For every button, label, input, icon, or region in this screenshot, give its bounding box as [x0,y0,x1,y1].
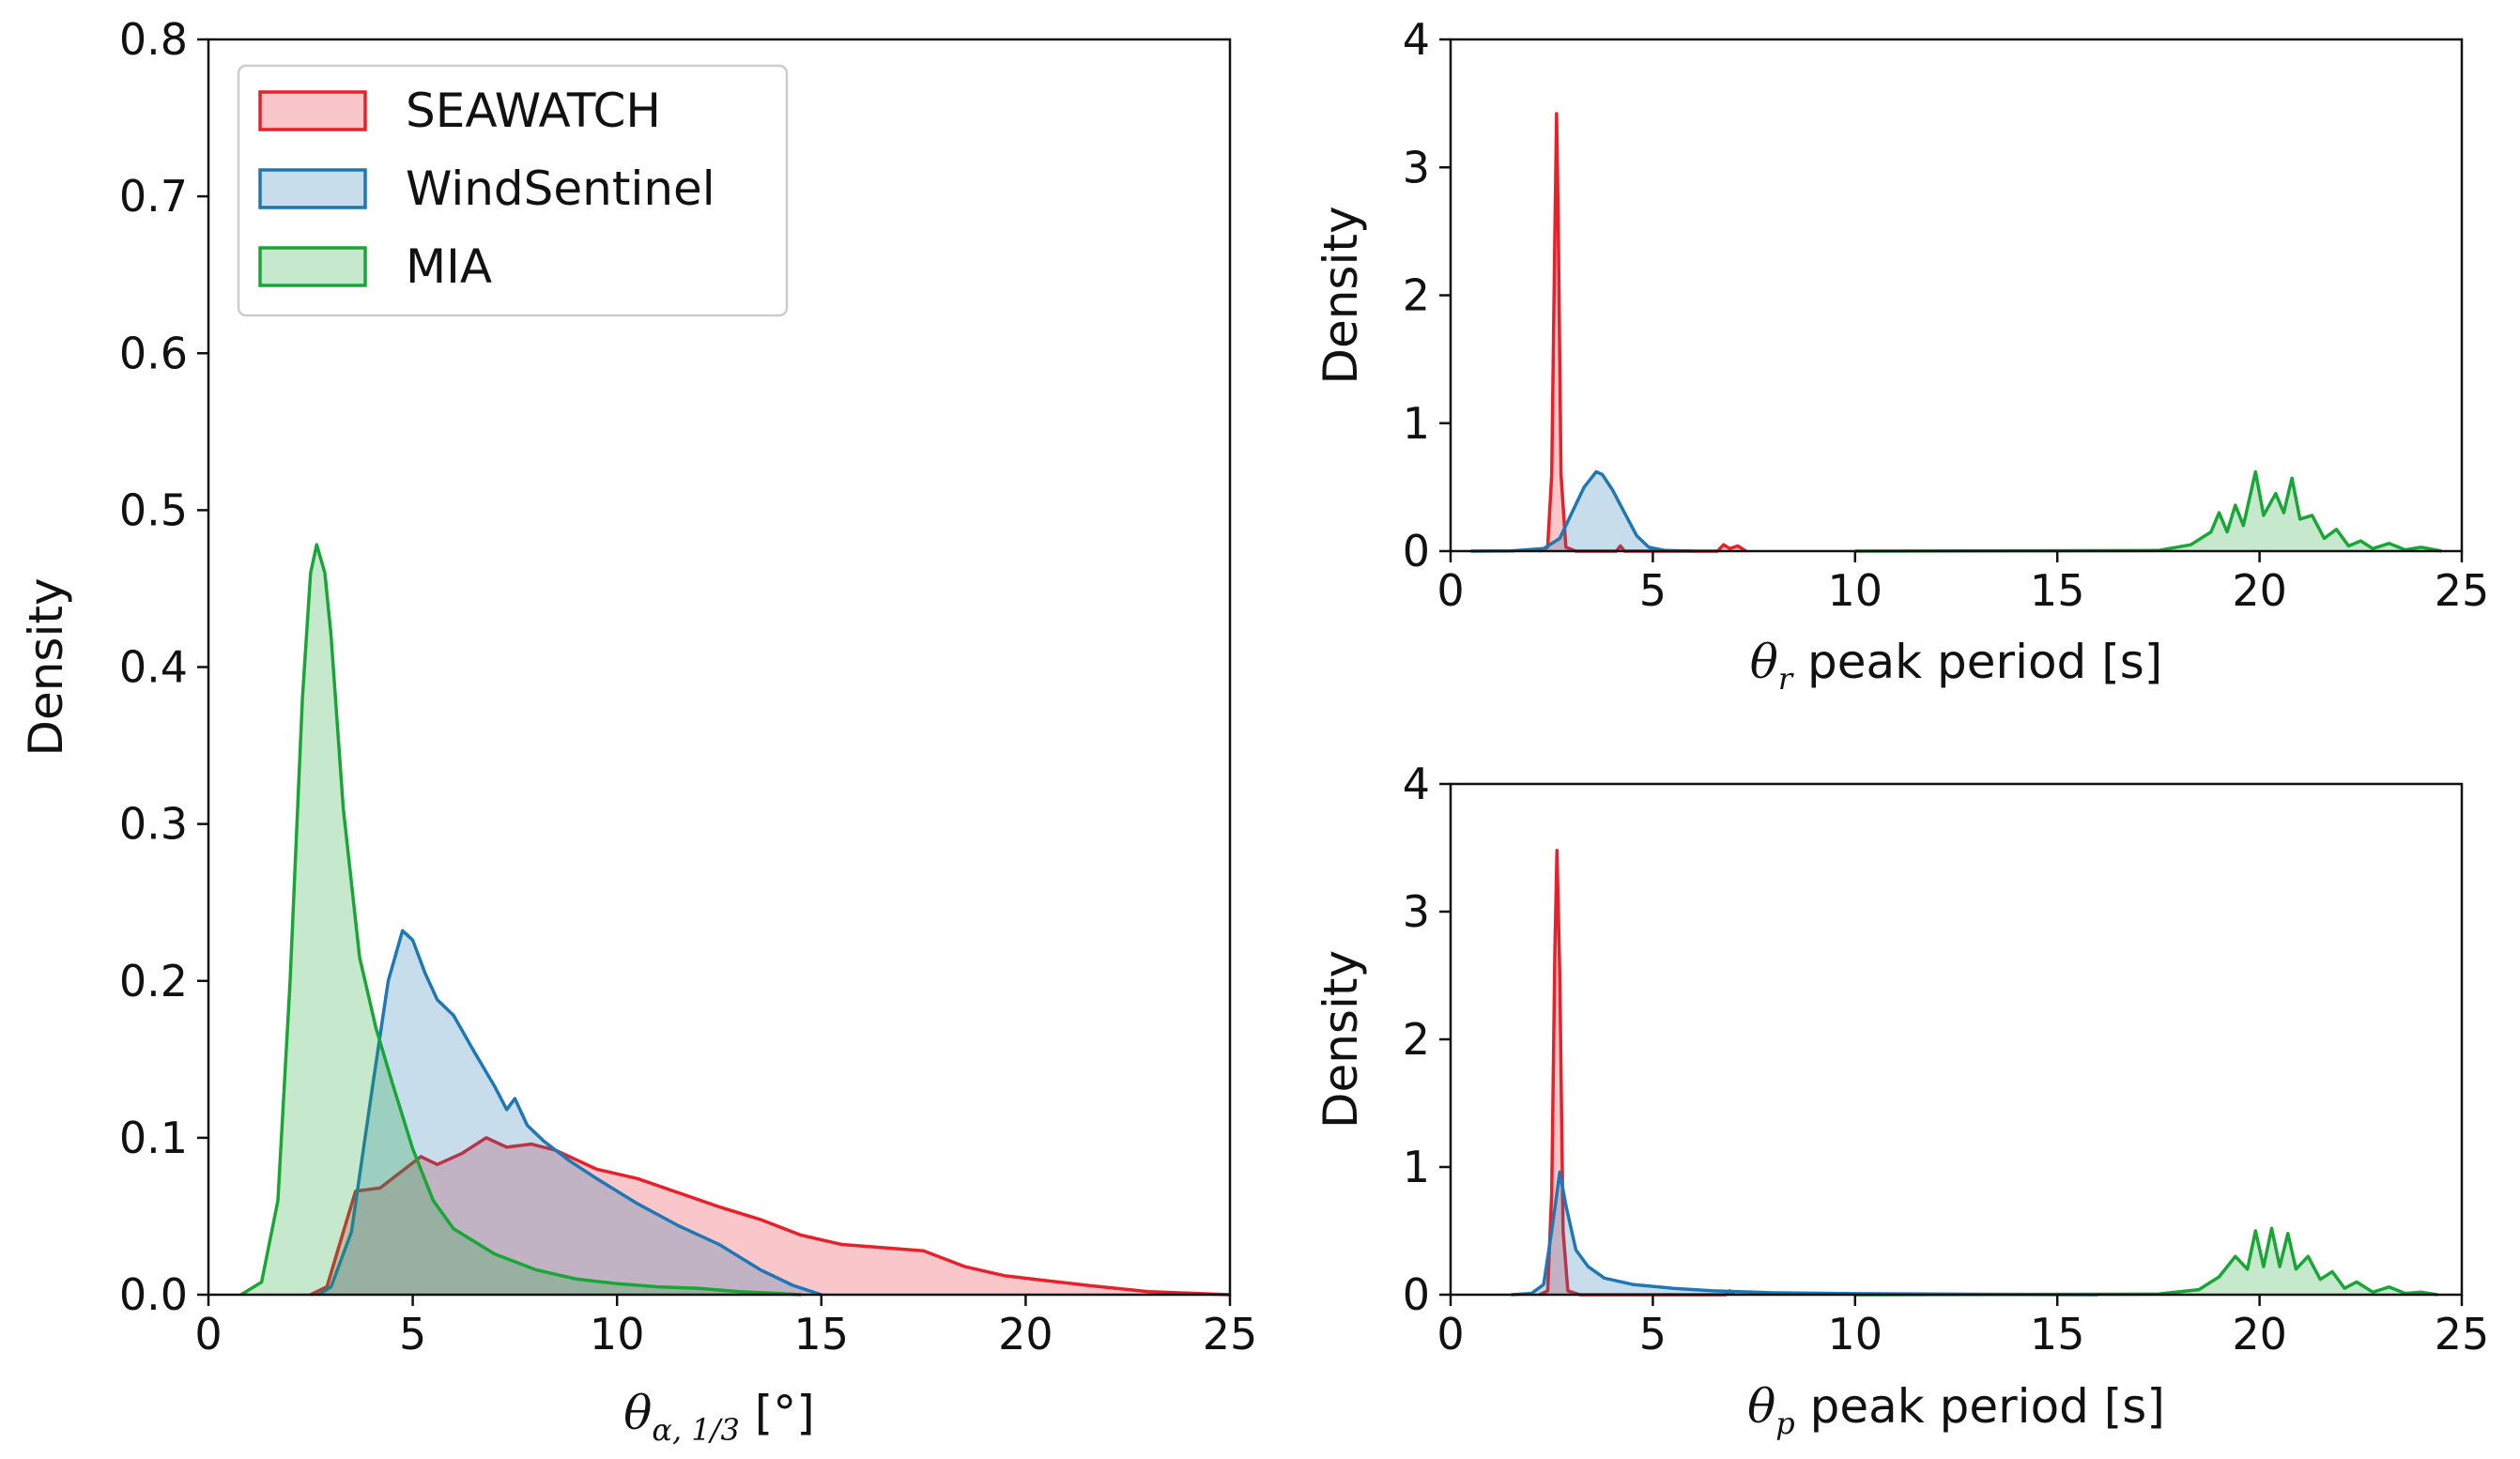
legend: SEAWATCH WindSentinel MIA [237,64,789,317]
legend-swatch-seawatch [258,90,367,131]
density-line-seawatch-top-right [1539,112,1747,553]
xtick-label-bottom-right-5: 25 [2435,1309,2490,1359]
xtick-label-top-right-4: 20 [2232,565,2287,616]
xtick-label-left-4: 20 [998,1309,1053,1359]
density-area-windsentinel-bottom-right [1511,1172,2098,1295]
xlabel-left-rest: [°] [740,1386,815,1440]
ytick-label-bottom-right-2: 2 [1403,1014,1430,1065]
xlabel-top-right-rest: peak period [s] [1792,635,2162,689]
xtick-label-bottom-right-2: 10 [1828,1309,1883,1359]
xlabel-left-symbol: θ [623,1386,652,1440]
ylabel-left: Density [19,577,73,756]
xlabel-top-right-sub: r [1778,661,1794,697]
density-area-seawatch-top-right [1539,114,1746,551]
xlabel-bottom-right-rest: peak period [s] [1795,1379,2165,1434]
xtick-label-bottom-right-0: 0 [1437,1309,1464,1359]
chart-top-right: 0 5 10 15 20 25 0 1 2 3 4 Density θr peak period [… [1314,14,2489,697]
density-line-windsentinel-left [317,929,822,1297]
xtick-label-bottom-right-4: 20 [2232,1309,2287,1359]
density-line-mia-top-right [1854,469,2442,553]
ytick-label-left-3: 0.3 [119,799,188,850]
ytick-label-left-5: 0.5 [119,484,188,535]
ytick-label-bottom-right-3: 3 [1403,886,1430,937]
xtick-label-left-2: 10 [590,1309,645,1359]
xlabel-left: θα, 1/3 [°] [623,1386,814,1448]
density-line-mia-bottom-right [1854,1226,2438,1297]
ytick-label-left-8: 0.8 [119,14,188,65]
density-line-windsentinel-top-right [1470,469,1694,553]
ytick-label-left-6: 0.6 [119,328,188,378]
density-area-windsentinel-left [318,930,822,1295]
xlabel-top-right-symbol: θ [1750,635,1778,689]
ytick-label-left-2: 0.2 [119,956,188,1006]
xtick-label-top-right-2: 10 [1828,565,1883,616]
density-line-seawatch-left [310,1136,1231,1297]
xtick-label-top-right-3: 15 [2030,565,2085,616]
ytick-label-left-1: 0.1 [119,1113,188,1163]
ytick-label-bottom-right-4: 4 [1403,759,1430,809]
xtick-label-left-5: 25 [1203,1309,1258,1359]
ytick-label-top-right-1: 1 [1403,398,1430,449]
ylabel-top-right: Density [1314,206,1368,384]
ytick-label-left-7: 0.7 [119,171,188,222]
density-area-seawatch-left [310,1137,1230,1295]
legend-label-windsentinel: WindSentinel [406,161,715,216]
xtick-label-bottom-right-1: 5 [1639,1309,1667,1359]
density-area-mia-left [240,545,801,1295]
legend-label-mia: MIA [406,239,492,294]
xtick-label-top-right-0: 0 [1437,565,1464,616]
legend-label-seawatch: SEAWATCH [406,84,661,138]
density-area-mia-bottom-right [1854,1228,2438,1295]
ytick-label-top-right-4: 4 [1403,14,1430,65]
legend-swatch-windsentinel [258,168,367,209]
ytick-label-top-right-0: 0 [1403,526,1430,576]
density-line-mia-left [239,543,802,1297]
xtick-label-top-right-5: 25 [2435,565,2490,616]
ytick-label-left-4: 0.4 [119,642,188,693]
xtick-label-left-1: 5 [399,1309,426,1359]
legend-swatch-mia [258,246,367,287]
xtick-label-left-0: 0 [194,1309,222,1359]
legend-box [237,64,789,317]
xlabel-left-sub: α, 1/3 [652,1412,739,1448]
ytick-label-left-0: 0.0 [119,1269,188,1320]
ytick-label-top-right-3: 3 [1403,142,1430,192]
chart-bottom-right: 0 5 10 15 20 25 0 1 2 3 4 Density θp peak period [… [1314,759,2489,1441]
xtick-label-bottom-right-3: 15 [2030,1309,2085,1359]
density-line-windsentinel-bottom-right [1511,1170,2098,1297]
density-area-seawatch-bottom-right [1539,850,1734,1295]
chart-left: 0 5 10 15 20 25 0.0 0.1 0.2 0.3 0.4 0.5 0.6 0.7 0.8 De… [19,14,1257,1448]
ytick-label-top-right-2: 2 [1403,270,1430,321]
density-area-windsentinel-top-right [1470,471,1694,551]
ylabel-bottom-right: Density [1314,950,1368,1129]
density-area-mia-top-right [1854,471,2442,551]
plot-frame-bottom-right [1449,782,2464,1297]
xtick-label-top-right-1: 5 [1639,565,1667,616]
ytick-label-bottom-right-1: 1 [1403,1142,1430,1192]
xlabel-bottom-right: θp peak period [s] [1747,1379,2165,1441]
ytick-label-bottom-right-0: 0 [1403,1269,1430,1320]
xlabel-bottom-right-sub: p [1775,1405,1794,1441]
xlabel-bottom-right-symbol: θ [1747,1379,1775,1434]
xtick-label-left-3: 15 [794,1309,850,1359]
xlabel-top-right: θr peak period [s] [1750,635,2163,697]
